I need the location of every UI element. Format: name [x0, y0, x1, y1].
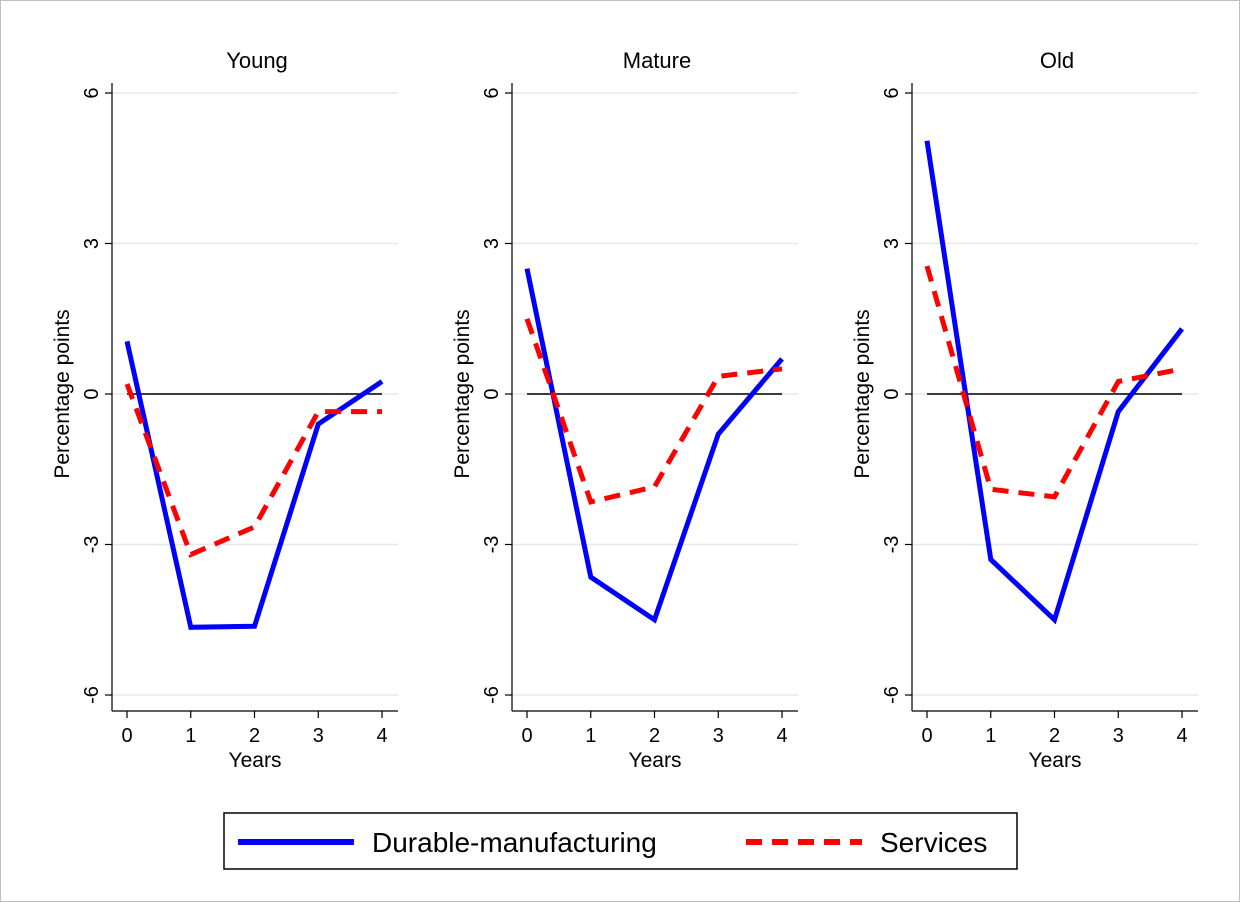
y-tick-label: 6 [481, 87, 503, 98]
x-tick-label: 0 [521, 725, 532, 747]
x-tick-label: 4 [376, 725, 387, 747]
y-tick-label: -6 [881, 686, 903, 704]
legend-label-durable-manufacturing: Durable-manufacturing [372, 827, 657, 858]
legend: Durable-manufacturing Services [223, 812, 1018, 870]
y-tick-label: 0 [881, 388, 903, 399]
y-tick-label: 3 [881, 238, 903, 249]
panel-old: Old -6 -3 0 3 6 0 1 2 3 4 Years Percentage points [851, 48, 1198, 772]
y-tick-label: 6 [881, 87, 903, 98]
y-tick-label: 3 [481, 238, 503, 249]
x-tick-label: 1 [985, 725, 996, 747]
y-tick-label: 0 [481, 388, 503, 399]
legend-label-services: Services [880, 827, 987, 858]
legend-box [223, 812, 1018, 870]
x-tick-label: 3 [1113, 725, 1124, 747]
y-axis-label: Percentage points [51, 309, 74, 478]
x-axis-label: Years [629, 749, 682, 772]
y-tick-label: -3 [881, 536, 903, 554]
y-tick-label: -6 [481, 686, 503, 704]
panel-mature: Mature -6 -3 0 3 6 0 1 2 3 4 Years Percentage points [451, 48, 798, 772]
panel-title-old: Old [1040, 48, 1074, 73]
x-tick-label: 4 [1176, 725, 1187, 747]
x-tick-label: 4 [776, 725, 787, 747]
y-tick-label: 3 [81, 238, 103, 249]
x-tick-label: 1 [585, 725, 596, 747]
y-axis-label: Percentage points [451, 309, 474, 478]
x-tick-label: 2 [1049, 725, 1060, 747]
x-tick-label: 2 [249, 725, 260, 747]
series-line-durable-manufacturing [524, 268, 784, 624]
x-tick-label: 0 [121, 725, 132, 747]
panel-title-mature: Mature [623, 48, 691, 73]
panel-title-young: Young [226, 48, 288, 73]
x-axis-label: Years [1029, 749, 1082, 772]
x-tick-label: 3 [713, 725, 724, 747]
panel-young: Young -6 -3 0 3 6 0 1 2 3 4 Years Percentage points [51, 48, 398, 772]
x-tick-label: 2 [649, 725, 660, 747]
x-tick-label: 1 [185, 725, 196, 747]
x-tick-label: 3 [313, 725, 324, 747]
y-tick-label: 0 [81, 388, 103, 399]
series-line-services [924, 265, 1183, 500]
y-axis-label: Percentage points [851, 309, 874, 478]
x-axis-label: Years [229, 749, 282, 772]
y-tick-label: -3 [81, 536, 103, 554]
y-tick-label: 6 [81, 87, 103, 98]
y-tick-label: -3 [481, 536, 503, 554]
x-tick-label: 0 [921, 725, 932, 747]
y-tick-label: -6 [81, 686, 103, 704]
series-line-services [124, 383, 382, 558]
